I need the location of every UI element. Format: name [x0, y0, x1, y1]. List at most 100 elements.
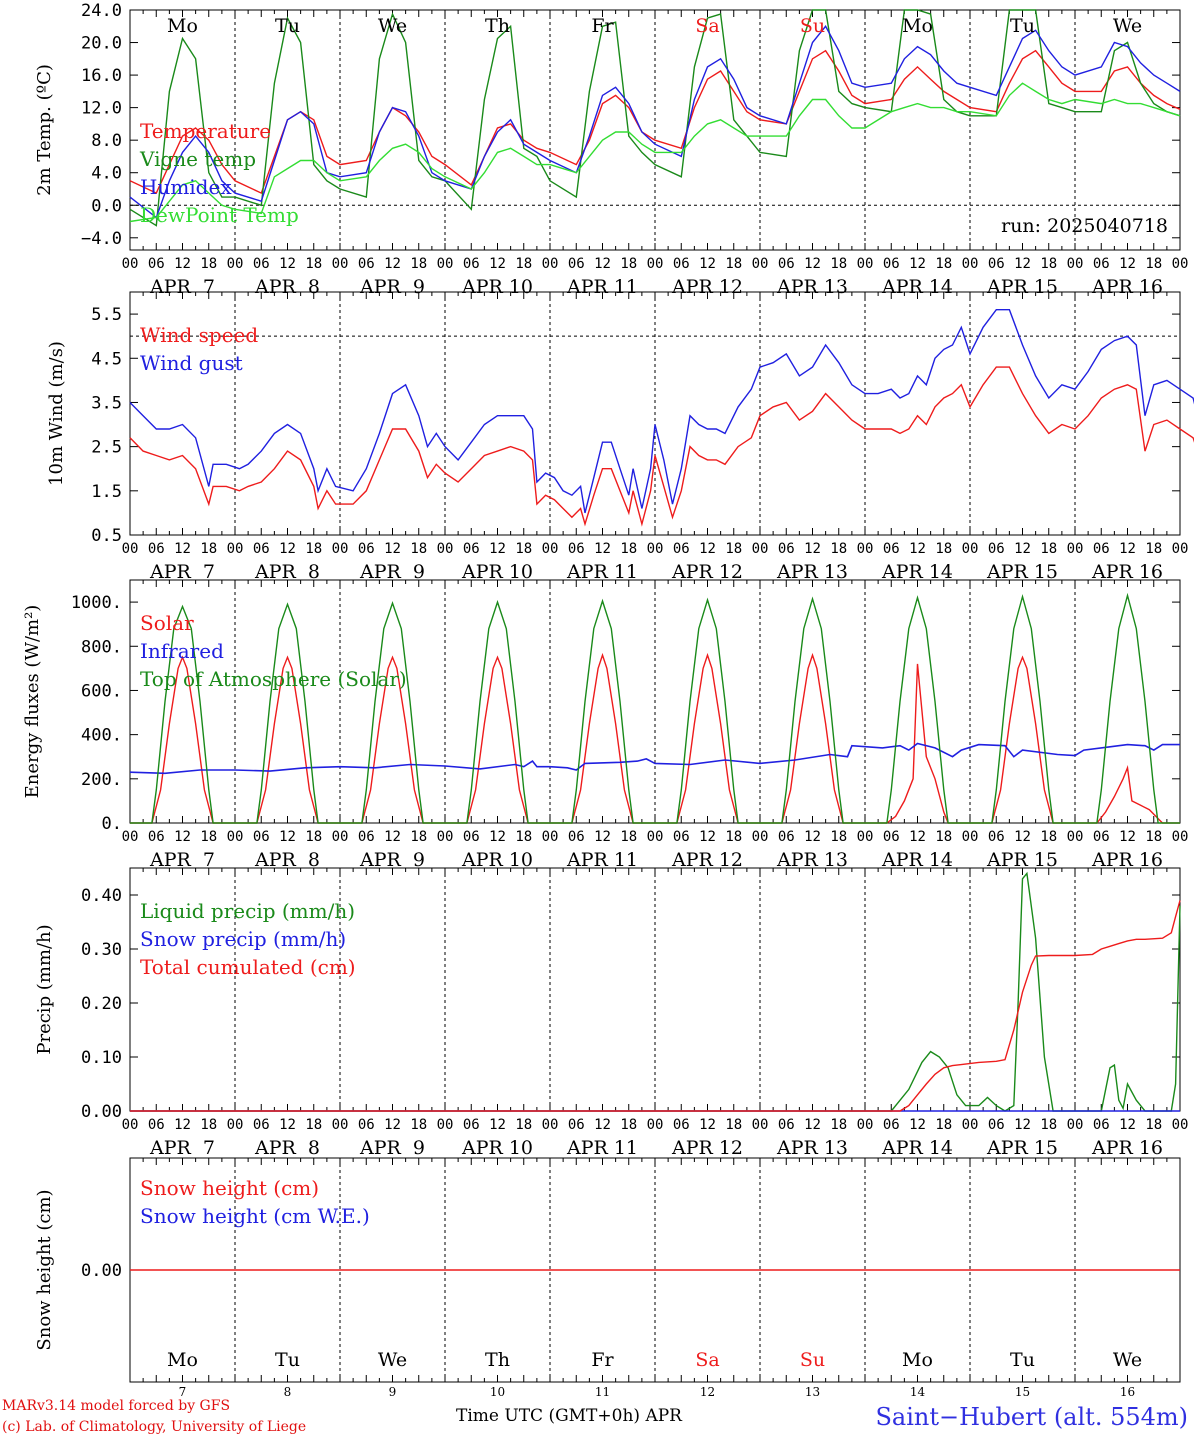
legend-entry: DewPoint Temp: [140, 203, 299, 227]
hour-tick-label: 00: [857, 541, 874, 557]
hour-tick-label: 18: [1040, 1117, 1057, 1133]
y-tick-label: 0.20: [81, 994, 122, 1014]
date-label: APR 12: [671, 1137, 743, 1159]
date-label: APR 14: [881, 849, 953, 871]
hour-tick-label: 00: [332, 541, 349, 557]
y-tick-label: −4.0: [81, 229, 122, 249]
day-name: Su: [800, 1349, 825, 1371]
legend-entry: Total cumulated (cm): [140, 955, 356, 979]
y-tick-label: 0.10: [81, 1048, 122, 1068]
model-credit: MARv3.14 model forced by GFS: [2, 1398, 231, 1414]
hour-tick-label: 12: [279, 829, 296, 845]
hour-tick-label: 06: [463, 829, 480, 845]
hour-tick-label: 00: [542, 256, 559, 272]
series-line-liquid-precip-mm-h-: [130, 871, 1181, 1112]
hour-tick-label: 06: [883, 829, 900, 845]
date-label: APR 9: [359, 849, 425, 871]
hour-tick-label: 00: [542, 1117, 559, 1133]
date-label: APR 13: [776, 561, 848, 583]
hour-tick-label: 18: [515, 541, 532, 557]
hour-tick-label: 00: [647, 1117, 664, 1133]
y-tick-label: 16.0: [81, 66, 122, 86]
hour-tick-label: 12: [174, 256, 191, 272]
series-line-total-cumulated-cm-: [130, 900, 1181, 1112]
y-tick-label: 20.0: [81, 34, 122, 54]
day-number: 7: [179, 1385, 187, 1399]
hour-tick-label: 00: [857, 829, 874, 845]
hour-tick-label: 12: [699, 829, 716, 845]
y-tick-label: 12.0: [81, 99, 122, 119]
hour-tick-label: 12: [489, 541, 506, 557]
hour-tick-label: 12: [804, 541, 821, 557]
hour-tick-label: 18: [830, 541, 847, 557]
legend-entry: Temperature: [140, 119, 271, 143]
hour-tick-label: 06: [673, 829, 690, 845]
series-line-temperature: [129, 49, 1181, 195]
hour-tick-label: 06: [778, 541, 795, 557]
hour-tick-label: 06: [568, 1117, 585, 1133]
hour-tick-label: 06: [988, 541, 1005, 557]
hour-tick-label: 06: [883, 256, 900, 272]
hour-tick-label: 12: [1119, 829, 1136, 845]
day-name: We: [1113, 15, 1142, 37]
hour-tick-label: 18: [515, 1117, 532, 1133]
hour-tick-label: 12: [1119, 1117, 1136, 1133]
date-label: APR 15: [986, 849, 1058, 871]
hour-tick-label: 00: [122, 829, 139, 845]
hour-tick-label: 00: [647, 829, 664, 845]
hour-tick-label: 18: [410, 1117, 427, 1133]
hour-tick-label: 06: [988, 256, 1005, 272]
hour-tick-label: 12: [804, 829, 821, 845]
day-name: We: [1113, 1349, 1142, 1371]
day-number: 10: [490, 1385, 505, 1399]
hour-tick-label: 18: [1145, 541, 1162, 557]
series-line-wind-speed: [129, 366, 1194, 527]
y-tick-label: 24.0: [81, 1, 122, 21]
hour-tick-label: 00: [752, 256, 769, 272]
y-tick-label: 0.40: [81, 886, 122, 906]
hour-tick-label: 06: [568, 541, 585, 557]
hour-tick-label: 06: [883, 541, 900, 557]
hour-tick-label: 12: [909, 829, 926, 845]
day-name: Fr: [591, 15, 614, 37]
hour-tick-label: 00: [857, 1117, 874, 1133]
hour-tick-label: 12: [594, 541, 611, 557]
hour-tick-label: 12: [804, 1117, 821, 1133]
hour-tick-label: 06: [778, 1117, 795, 1133]
y-tick-label: 400.: [81, 726, 122, 746]
hour-tick-label: 12: [804, 256, 821, 272]
hour-tick-label: 00: [542, 541, 559, 557]
hour-tick-label: 18: [200, 256, 217, 272]
hour-tick-label: 00: [227, 829, 244, 845]
hour-tick-label: 18: [935, 256, 952, 272]
y-tick-label: 1000.: [71, 593, 122, 613]
hour-tick-label: 00: [1067, 541, 1084, 557]
hour-tick-label: 18: [725, 1117, 742, 1133]
run-annotation: run: 2025040718: [1001, 215, 1168, 237]
y-tick-label: 0.0: [91, 196, 122, 216]
hour-tick-label: 06: [148, 541, 165, 557]
hour-tick-label: 12: [594, 1117, 611, 1133]
hour-tick-label: 00: [437, 1117, 454, 1133]
y-tick-label: 2.5: [91, 438, 122, 458]
day-name: Su: [800, 15, 825, 37]
day-number: 11: [595, 1385, 610, 1399]
date-label: APR 11: [566, 561, 638, 583]
legend-entry: Snow height (cm): [140, 1176, 319, 1200]
day-number: 8: [284, 1385, 292, 1399]
hour-tick-label: 06: [358, 256, 375, 272]
series-line-top-of-atmosphere-solar-: [130, 592, 1180, 824]
hour-tick-label: 00: [227, 256, 244, 272]
hour-tick-label: 18: [410, 541, 427, 557]
legend-entry: Vigne temp: [139, 147, 256, 171]
hour-tick-label: 06: [568, 829, 585, 845]
hour-tick-label: 06: [673, 256, 690, 272]
hour-tick-label: 06: [148, 829, 165, 845]
date-label: APR 8: [254, 561, 320, 583]
hour-tick-label: 12: [699, 541, 716, 557]
hour-tick-label: 06: [463, 256, 480, 272]
day-name: Mo: [902, 1349, 933, 1371]
hour-tick-label: 06: [463, 541, 480, 557]
hour-tick-label: 18: [725, 829, 742, 845]
hour-tick-label: 00: [332, 1117, 349, 1133]
